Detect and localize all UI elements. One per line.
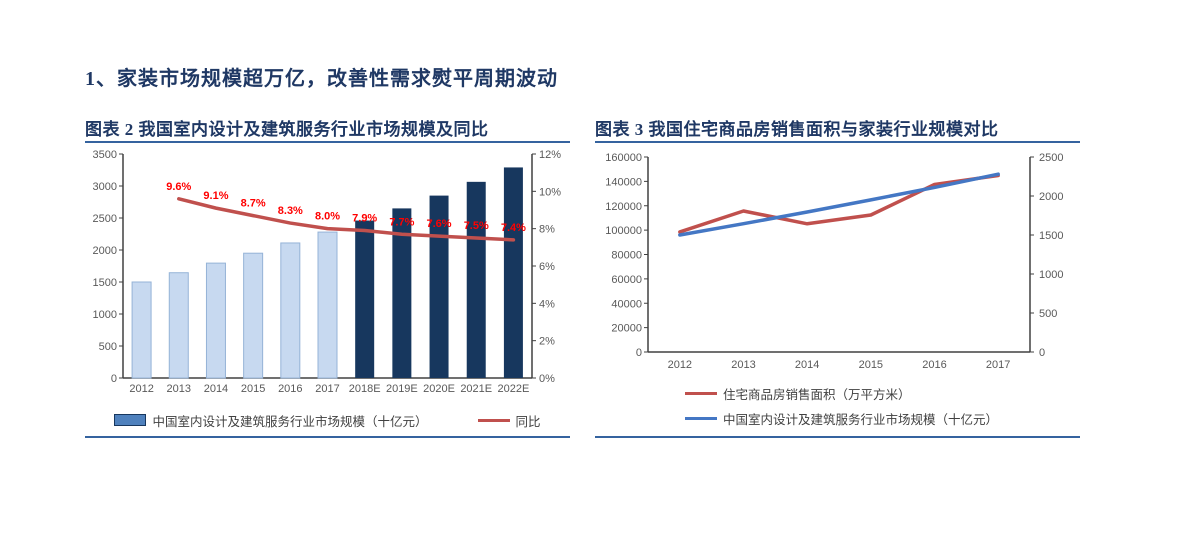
y-left-tick-label: 160000 (605, 152, 642, 164)
figure-2-legend: 中国室内设计及建筑服务行业市场规模（十亿元） 同比 (85, 402, 570, 438)
legend-label-market-size: 中国室内设计及建筑服务行业市场规模（十亿元） (152, 414, 428, 429)
red-line-swatch-icon (685, 392, 717, 395)
legend-label-housing-sales: 住宅商品房销售面积（万平方米） (723, 388, 911, 402)
yoy-point-label: 9.6% (166, 181, 191, 193)
y-left-tick-label: 0 (636, 347, 642, 359)
figure-2-title: 图表 2 我国室内设计及建筑服务行业市场规模及同比 (85, 115, 570, 143)
blue-line-swatch-icon (685, 417, 717, 420)
x-tick-label: 2019E (386, 383, 418, 395)
yoy-line (177, 197, 516, 242)
x-tick-label: 2012 (668, 359, 692, 371)
x-tick-label: 2015 (241, 383, 265, 395)
bar-2014 (205, 262, 226, 379)
y-left-tick-label: 120000 (605, 201, 642, 213)
bar-2015 (243, 252, 264, 379)
yoy-point-label: 7.7% (389, 216, 414, 228)
bar-2013 (168, 272, 189, 379)
y-left-tick-label: 140000 (605, 176, 642, 188)
x-tick-label: 2014 (795, 359, 819, 371)
y-left-tick-label: 60000 (611, 274, 642, 286)
legend-label-market-size: 中国室内设计及建筑服务行业市场规模（十亿元） (723, 413, 999, 427)
y-left-tick-label: 1000 (93, 309, 117, 321)
yoy-point-label: 7.5% (464, 220, 489, 232)
x-tick-label: 2018E (349, 383, 381, 395)
y-right-tick-label: 1000 (1039, 269, 1063, 281)
bar-2022E (503, 167, 523, 378)
series-line-housing-sales (678, 173, 1000, 234)
y-left-tick-label: 1500 (93, 277, 117, 289)
yoy-point-label: 8.3% (278, 205, 303, 217)
figure-3-legend: 住宅商品房销售面积（万平方米） 中国室内设计及建筑服务行业市场规模（十亿元） (595, 380, 1080, 428)
y-right-tick-label: 6% (539, 261, 555, 273)
y-left-tick-label: 500 (99, 341, 117, 353)
y-right-tick-label: 1500 (1039, 230, 1063, 242)
y-left-tick-label: 0 (111, 373, 117, 385)
x-tick-label: 2012 (129, 383, 153, 395)
y-right-tick-label: 8% (539, 224, 555, 236)
y-right-tick-label: 500 (1039, 308, 1057, 320)
y-right-tick-label: 2500 (1039, 152, 1063, 164)
y-left-tick-label: 3500 (93, 149, 117, 161)
x-tick-label: 2016 (922, 359, 946, 371)
x-tick-label: 2016 (278, 383, 302, 395)
x-tick-label: 2021E (460, 383, 492, 395)
bar-2021E (466, 181, 486, 378)
figure-2-chart: 3500 3000 2500 2000 1500 1000 500 0 12% 10% 8% 6% 4%… (93, 149, 562, 395)
figure-3-title: 图表 3 我国住宅商品房销售面积与家装行业规模对比 (595, 115, 1080, 143)
y-left-tick-label: 40000 (611, 298, 642, 310)
figure-3-panel: 图表 3 我国住宅商品房销售面积与家装行业规模对比 160000 140000 12… (595, 115, 1080, 438)
figure-3-chart: 1600001400001200001000008000060000400002… (605, 152, 1063, 371)
x-tick-label: 2014 (204, 383, 228, 395)
legend-item-housing-sales: 住宅商品房销售面积（万平方米） (685, 384, 1080, 403)
yoy-point-label: 8.0% (315, 211, 340, 223)
bar-2019E (392, 208, 412, 378)
x-tick-label: 2015 (859, 359, 883, 371)
yoy-point-label: 7.9% (352, 213, 377, 225)
x-tick-label: 2020E (423, 383, 455, 395)
bar-series-swatch-icon (114, 414, 147, 426)
series-line-market-size (678, 172, 1000, 237)
bar-2016 (280, 242, 301, 379)
legend-item-market-size: 中国室内设计及建筑服务行业市场规模（十亿元） (685, 409, 1080, 428)
x-tick-label: 2017 (986, 359, 1010, 371)
bar-2017 (317, 231, 338, 379)
y-left-tick-label: 20000 (611, 323, 642, 335)
y-right-tick-label: 10% (539, 186, 561, 198)
y-right-tick-label: 2000 (1039, 191, 1063, 203)
section-heading: 1、家装市场规模超万亿，改善性需求熨平周期波动 (85, 68, 558, 90)
y-left-tick-label: 100000 (605, 225, 642, 237)
figure-2-panel: 图表 2 我国室内设计及建筑服务行业市场规模及同比 3500 3000 2500 20… (85, 115, 570, 438)
y-right-tick-label: 2% (539, 336, 555, 348)
y-left-tick-label: 3000 (93, 181, 117, 193)
x-tick-label: 2022E (498, 383, 530, 395)
bar-2012 (131, 281, 152, 379)
y-right-tick-label: 0% (539, 373, 555, 385)
x-tick-label: 2017 (315, 383, 339, 395)
yoy-point-label: 8.7% (241, 198, 266, 210)
legend-item-market-size: 中国室内设计及建筑服务行业市场规模（十亿元） (114, 411, 428, 430)
y-left-tick-label: 2500 (93, 213, 117, 225)
bar-2020E (429, 195, 449, 378)
yoy-point-label: 9.1% (203, 190, 228, 202)
y-right-tick-label: 12% (539, 149, 561, 161)
legend-item-yoy: 同比 (477, 411, 541, 430)
y-left-tick-label: 80000 (611, 250, 642, 262)
legend-label-yoy: 同比 (515, 414, 541, 429)
y-right-tick-label: 0 (1039, 347, 1045, 359)
yoy-point-label: 7.6% (427, 218, 452, 230)
y-right-tick-label: 4% (539, 298, 555, 310)
yoy-point-label: 7.4% (501, 222, 526, 234)
x-tick-label: 2013 (731, 359, 755, 371)
red-line-swatch-icon (477, 418, 510, 422)
y-left-tick-label: 2000 (93, 245, 117, 257)
bar-2018E (355, 220, 375, 378)
x-tick-label: 2013 (167, 383, 191, 395)
